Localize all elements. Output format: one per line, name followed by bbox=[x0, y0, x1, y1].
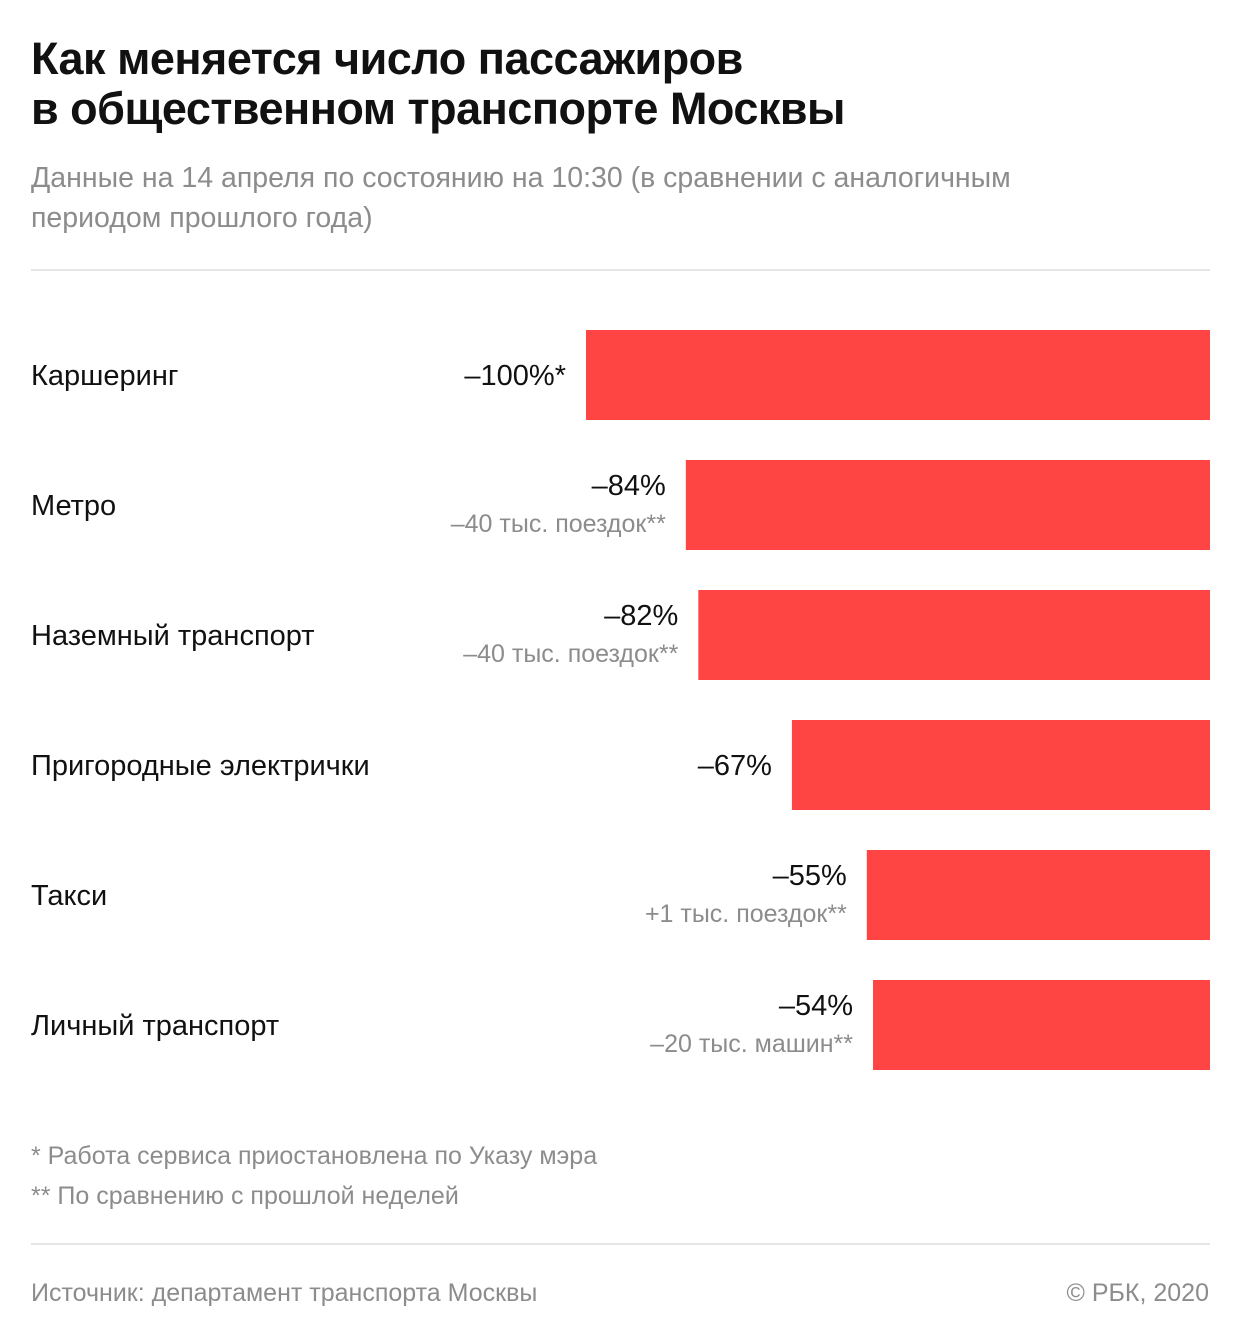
category-label: Личный транспорт bbox=[31, 1010, 279, 1042]
value-label: –55% bbox=[773, 860, 847, 892]
bar bbox=[685, 460, 1210, 550]
value-label: –67% bbox=[698, 750, 772, 782]
bar bbox=[791, 720, 1210, 810]
bar bbox=[586, 330, 1210, 420]
bar-row: Метро –84% –40 тыс. поездок** bbox=[31, 460, 1210, 550]
secondary-value-label: –20 тыс. машин** bbox=[650, 1030, 853, 1058]
secondary-value-label: –40 тыс. поездок** bbox=[451, 510, 666, 538]
value-label: –54% bbox=[779, 990, 853, 1022]
footnote-double-asterisk: ** По сравнению с прошлой неделей bbox=[31, 1182, 459, 1210]
chart-title: Как меняется число пассажиров в обществе… bbox=[31, 34, 1211, 134]
bar-chart: Каршеринг –100%* Метро –84% –40 тыс. поездок… bbox=[31, 330, 1210, 1070]
chart-subtitle-line-2: периодом прошлого года) bbox=[31, 202, 373, 234]
value-label: –84% bbox=[592, 470, 666, 502]
bar-row: Каршеринг –100%* bbox=[31, 330, 1210, 420]
bar-row: Наземный транспорт –82% –40 тыс. поездок** bbox=[31, 590, 1210, 680]
chart-subtitle: Данные на 14 апреля по состоянию на 10:3… bbox=[31, 158, 1211, 238]
copyright: © РБК, 2020 bbox=[1066, 1279, 1209, 1307]
bar bbox=[698, 590, 1210, 680]
bar bbox=[873, 980, 1210, 1070]
top-divider bbox=[31, 269, 1210, 271]
chart-title-line-1: Как меняется число пассажиров bbox=[31, 33, 743, 84]
chart-title-line-2: в общественном транспорте Москвы bbox=[31, 83, 845, 134]
category-label: Каршеринг bbox=[31, 360, 178, 392]
secondary-value-label: +1 тыс. поездок** bbox=[645, 900, 847, 928]
bar-row: Такси –55% +1 тыс. поездок** bbox=[31, 850, 1210, 940]
source-note: Источник: департамент транспорта Москвы bbox=[31, 1279, 538, 1307]
secondary-value-label: –40 тыс. поездок** bbox=[463, 640, 678, 668]
category-label: Наземный транспорт bbox=[31, 620, 315, 652]
bottom-divider bbox=[31, 1243, 1210, 1245]
chart-subtitle-line-1: Данные на 14 апреля по состоянию на 10:3… bbox=[31, 162, 1011, 194]
value-label: –82% bbox=[604, 600, 678, 632]
category-label: Метро bbox=[31, 490, 116, 522]
bar bbox=[866, 850, 1210, 940]
bar-row: Личный транспорт –54% –20 тыс. машин** bbox=[31, 980, 1210, 1070]
bar-row: Пригородные электрички –67% bbox=[31, 720, 1210, 810]
category-label: Такси bbox=[31, 880, 107, 912]
category-label: Пригородные электрички bbox=[31, 750, 370, 782]
value-label: –100%* bbox=[464, 360, 566, 392]
footnote-single-asterisk: * Работа сервиса приостановлена по Указу… bbox=[31, 1142, 598, 1170]
footnotes: * Работа сервиса приостановлена по Указу… bbox=[31, 1136, 1211, 1216]
